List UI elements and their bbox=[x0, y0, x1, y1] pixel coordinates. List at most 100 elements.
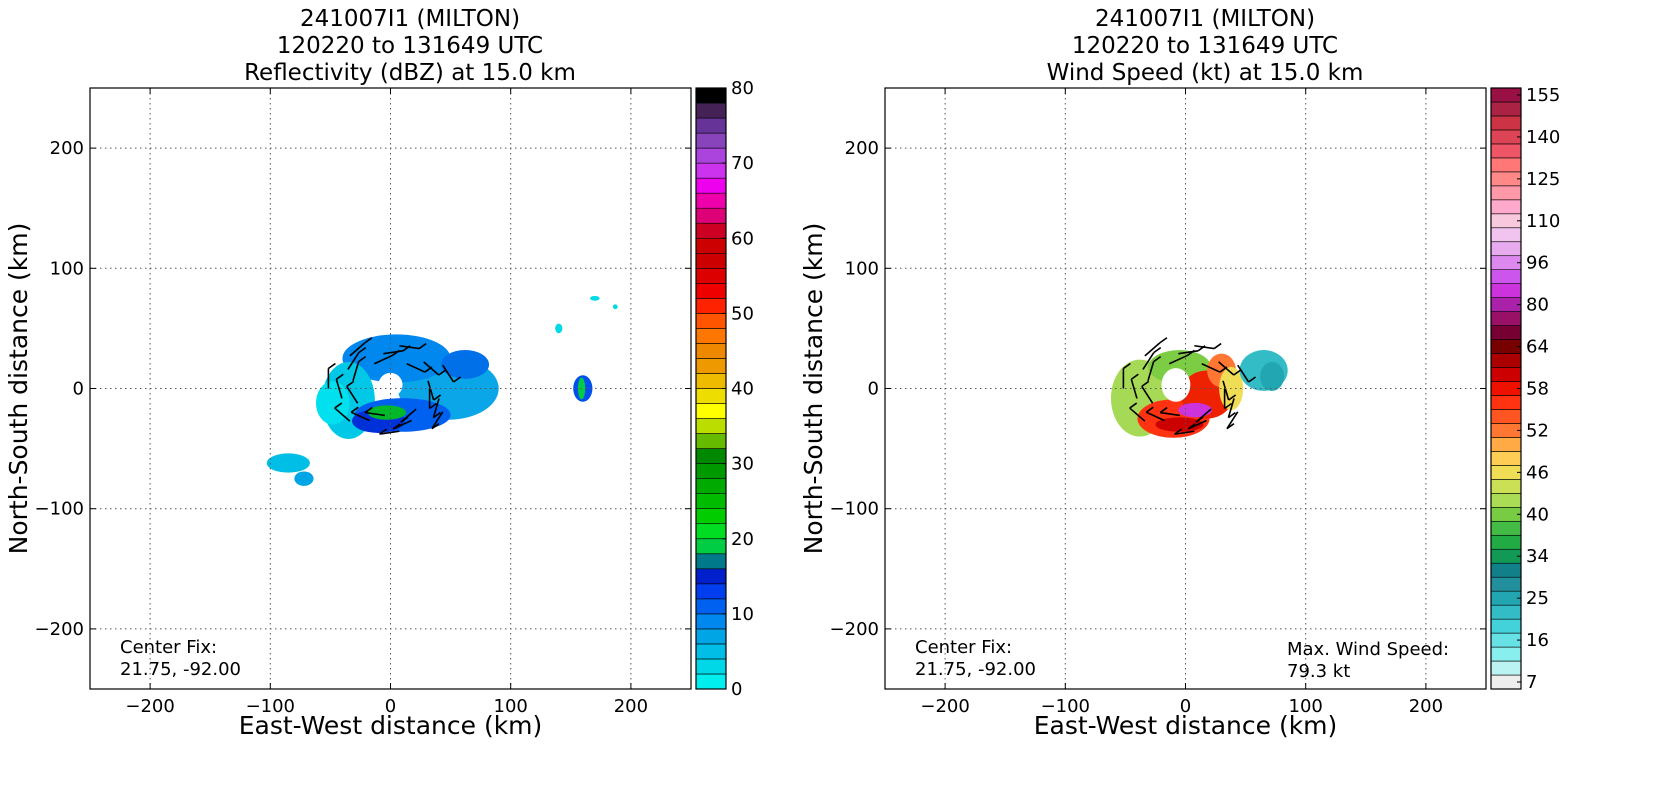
wind-barb bbox=[365, 411, 386, 417]
colorbar-segment bbox=[1490, 339, 1522, 354]
colorbar-segment bbox=[1490, 590, 1522, 606]
field-cell bbox=[315, 381, 350, 425]
wind-barb-flag bbox=[1213, 342, 1222, 350]
colorbar-tick-label: 60 bbox=[731, 228, 754, 249]
colorbar-tick-label: 80 bbox=[731, 78, 754, 99]
colorbar-segment bbox=[695, 177, 727, 194]
x-tick-label: −200 bbox=[920, 696, 969, 717]
wind-barb-flag bbox=[335, 373, 344, 380]
colorbar-segment bbox=[1490, 520, 1522, 536]
colorbar-tick-label: 58 bbox=[1526, 379, 1549, 400]
center-fix-label: Center Fix: bbox=[915, 637, 1013, 658]
colorbar-segment bbox=[1490, 562, 1522, 578]
field-cell bbox=[294, 471, 314, 486]
chart-title-line-2: 120220 to 131649 UTC bbox=[276, 33, 544, 59]
colorbar-segment bbox=[1490, 311, 1522, 326]
colorbar-segment bbox=[1490, 157, 1522, 173]
reflectivity-panel: 241007I1 (MILTON) 120220 to 131649 UTC R… bbox=[0, 0, 820, 787]
colorbar-segment bbox=[695, 478, 727, 494]
colorbar-segment bbox=[695, 222, 727, 239]
wind-barb bbox=[1227, 398, 1235, 418]
colorbar-tick-label: 7 bbox=[1526, 672, 1537, 693]
colorbar-segment bbox=[1490, 618, 1522, 634]
wind-barb bbox=[1226, 411, 1239, 430]
wind-barb bbox=[1168, 354, 1188, 365]
colorbar-segment bbox=[1490, 129, 1522, 145]
colorbar-tick-label: 96 bbox=[1526, 253, 1549, 274]
colorbar-segment bbox=[1490, 325, 1522, 340]
wind-barb bbox=[442, 364, 455, 383]
wind-barb bbox=[383, 350, 404, 355]
center-fix-label: Center Fix: bbox=[120, 637, 218, 658]
wind-barb bbox=[352, 361, 360, 382]
wind-barb-flag bbox=[1187, 423, 1196, 430]
field-cell bbox=[1161, 368, 1191, 402]
colorbar-tick-label: 30 bbox=[731, 454, 754, 475]
wind-barb-flag bbox=[1159, 406, 1168, 414]
y-tick-label: 0 bbox=[73, 379, 84, 400]
colorbar-segment bbox=[1490, 576, 1522, 592]
colorbar-segment bbox=[1490, 255, 1522, 270]
field-cell bbox=[612, 304, 618, 310]
x-tick-label: −100 bbox=[1041, 696, 1090, 717]
wind-barb-flag bbox=[334, 402, 343, 409]
colorbar-segment bbox=[1490, 87, 1522, 103]
wind-barb-flag bbox=[350, 406, 359, 413]
wind-barb-flag bbox=[327, 362, 336, 370]
x-axis-label: East-West distance (km) bbox=[1034, 711, 1338, 740]
wind-barb-flag bbox=[433, 394, 442, 401]
colorbar-tick-label: 125 bbox=[1526, 169, 1560, 190]
wind-barb bbox=[1129, 407, 1146, 422]
colorbar-segment bbox=[695, 493, 727, 509]
colorbar-tick-label: 34 bbox=[1526, 546, 1549, 567]
colorbar-segment bbox=[1490, 171, 1522, 187]
colorbar-segment bbox=[695, 252, 727, 269]
wind-barb-flag bbox=[358, 346, 367, 354]
wind-barb bbox=[379, 430, 400, 435]
colorbar-segment bbox=[695, 132, 727, 149]
colorbar-segment bbox=[695, 102, 727, 119]
field-cell bbox=[555, 323, 563, 334]
y-axis-label: North-South distance (km) bbox=[4, 223, 33, 555]
colorbar-tick-label: 70 bbox=[731, 153, 754, 174]
wind-barb bbox=[432, 398, 440, 418]
colorbar-segment bbox=[1490, 660, 1522, 676]
wind-barb bbox=[347, 352, 360, 370]
colorbar-tick-label: 40 bbox=[1526, 504, 1549, 525]
wind-barb bbox=[334, 407, 351, 422]
wind-barb bbox=[1178, 350, 1199, 355]
colorbar-segment bbox=[1490, 548, 1522, 564]
wind-barb-flag bbox=[1122, 362, 1131, 370]
wind-barb bbox=[1237, 364, 1250, 383]
chart-title-line-3: Wind Speed (kt) at 15.0 km bbox=[1046, 60, 1364, 86]
center-fix-value: 21.75, -92.00 bbox=[120, 659, 241, 680]
y-tick-label: −200 bbox=[830, 619, 879, 640]
x-tick-label: 0 bbox=[385, 696, 396, 717]
colorbar-segment bbox=[695, 658, 727, 675]
y-tick-label: 200 bbox=[845, 138, 879, 159]
colorbar-segment bbox=[1490, 632, 1522, 648]
wind-barb-flag bbox=[1130, 373, 1139, 380]
wind-speed-chart: −200 −100 0 100 200 −200 −100 0 100 200 East-West … bbox=[799, 85, 1560, 740]
colorbar-segment bbox=[1490, 507, 1522, 522]
wind-barb-flag bbox=[1141, 380, 1150, 388]
wind-barb-flag bbox=[418, 342, 427, 350]
colorbar-segment bbox=[1490, 353, 1522, 368]
wind-barb bbox=[1145, 411, 1165, 422]
colorbar-segment bbox=[1490, 674, 1522, 690]
wind-barb-flag bbox=[1224, 402, 1233, 410]
wind-barb-flag bbox=[1195, 416, 1204, 423]
colorbar-segment bbox=[1490, 479, 1522, 494]
colorbar-segment bbox=[1490, 227, 1522, 243]
chart-title-line-3: Reflectivity (dBZ) at 15.0 km bbox=[244, 60, 576, 86]
colorbar-segment bbox=[1490, 604, 1522, 620]
wind-barb-layer bbox=[327, 337, 462, 435]
colorbar-segment bbox=[695, 207, 727, 224]
x-tick-label: 200 bbox=[1409, 696, 1443, 717]
colorbar-tick-label: 16 bbox=[1526, 630, 1549, 651]
center-fix-value: 21.75, -92.00 bbox=[915, 659, 1036, 680]
colorbar-segment bbox=[1490, 241, 1522, 257]
colorbar-segment bbox=[1490, 437, 1522, 452]
colorbar-segment bbox=[695, 267, 727, 284]
wind-barb bbox=[427, 380, 435, 401]
